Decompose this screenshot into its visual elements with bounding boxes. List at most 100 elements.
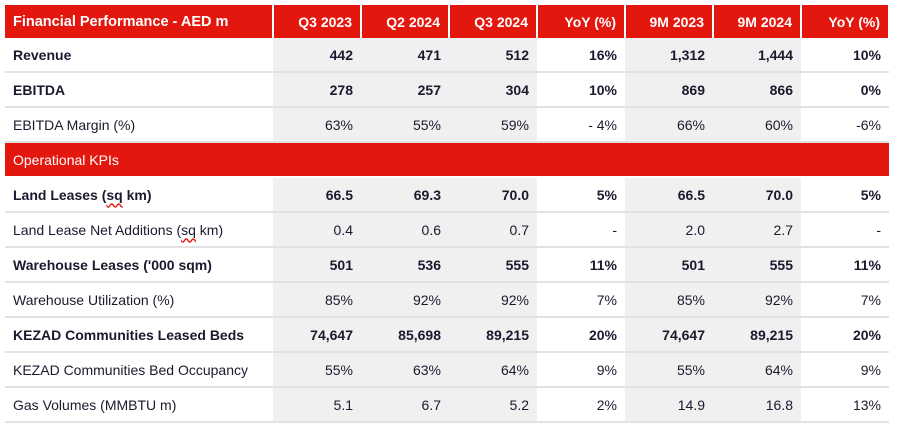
table-row-gas-volumes: Gas Volumes (MMBTU m) 5.1 6.7 5.2 2% 14.… <box>5 387 889 423</box>
table-cell: 89,215 <box>713 317 801 353</box>
table-cell: 55% <box>361 107 449 143</box>
table-row-land-leases: Land Leases (sq km) 66.5 69.3 70.0 5% 66… <box>5 177 889 213</box>
table-cell: 6.7 <box>361 387 449 423</box>
table-row-ebitda-margin: EBITDA Margin (%) 63% 55% 59% - 4% 66% 6… <box>5 107 889 143</box>
table-cell: 304 <box>449 72 537 108</box>
table-cell: 501 <box>625 247 713 283</box>
table-cell: 64% <box>713 352 801 388</box>
table-cell: 69.3 <box>361 177 449 213</box>
table-cell: 5% <box>537 177 625 213</box>
row-label: Land Leases (sq km) <box>5 177 273 213</box>
financial-performance-table-container: Financial Performance - AED m Q3 2023 Q2… <box>5 5 890 423</box>
underlined-unit: sq <box>106 186 123 203</box>
table-cell: 66.5 <box>273 177 361 213</box>
table-row-warehouse-utilization: Warehouse Utilization (%) 85% 92% 92% 7%… <box>5 282 889 318</box>
column-header-9m-2023: 9M 2023 <box>625 5 714 38</box>
column-header-q3-2023: Q3 2023 <box>273 5 362 38</box>
table-cell: 471 <box>361 38 449 73</box>
table-cell: -6% <box>801 107 889 143</box>
row-label: Warehouse Utilization (%) <box>5 282 273 318</box>
table-cell: 55% <box>273 352 361 388</box>
table-cell: 70.0 <box>449 177 537 213</box>
table-cell: 9% <box>801 352 889 388</box>
table-cell: 14.9 <box>625 387 713 423</box>
column-header-q3-2024: Q3 2024 <box>449 5 538 38</box>
table-cell: 2% <box>537 387 625 423</box>
table-cell: 20% <box>537 317 625 353</box>
table-cell: - <box>801 212 889 248</box>
table-cell: 512 <box>449 38 537 73</box>
table-cell: 92% <box>713 282 801 318</box>
table-cell: 555 <box>713 247 801 283</box>
table-title: Financial Performance - AED m <box>5 5 274 38</box>
table-cell: 64% <box>449 352 537 388</box>
table-cell: 11% <box>537 247 625 283</box>
table-cell: 501 <box>273 247 361 283</box>
table-cell: 1,444 <box>713 38 801 73</box>
table-cell: 20% <box>801 317 889 353</box>
table-cell: 66% <box>625 107 713 143</box>
table-cell: 70.0 <box>713 177 801 213</box>
table-cell: 66.5 <box>625 177 713 213</box>
table-cell: 2.7 <box>713 212 801 248</box>
table-cell: 11% <box>801 247 889 283</box>
table-cell: 55% <box>625 352 713 388</box>
table-cell: 5.1 <box>273 387 361 423</box>
table-cell: 0.7 <box>449 212 537 248</box>
row-label: KEZAD Communities Bed Occupancy <box>5 352 273 388</box>
table-cell: 92% <box>449 282 537 318</box>
underlined-unit: sq <box>181 221 196 238</box>
row-label: Gas Volumes (MMBTU m) <box>5 387 273 423</box>
table-cell: 555 <box>449 247 537 283</box>
section-header-operational-kpis: Operational KPIs <box>5 142 889 178</box>
table-cell: 85% <box>625 282 713 318</box>
table-row-warehouse-leases: Warehouse Leases ('000 sqm) 501 536 555 … <box>5 247 889 283</box>
table-cell: - 4% <box>537 107 625 143</box>
column-header-q2-2024: Q2 2024 <box>361 5 450 38</box>
row-label: Warehouse Leases ('000 sqm) <box>5 247 273 283</box>
column-header-yoy-9m: YoY (%) <box>801 5 890 38</box>
row-label: KEZAD Communities Leased Beds <box>5 317 273 353</box>
table-cell: 16% <box>537 38 625 73</box>
financial-performance-table: Financial Performance - AED m Q3 2023 Q2… <box>5 5 890 423</box>
table-cell: 74,647 <box>625 317 713 353</box>
table-cell: 1,312 <box>625 38 713 73</box>
table-row-kezad-leased-beds: KEZAD Communities Leased Beds 74,647 85,… <box>5 317 889 353</box>
column-header-9m-2024: 9M 2024 <box>713 5 802 38</box>
table-row-kezad-bed-occupancy: KEZAD Communities Bed Occupancy 55% 63% … <box>5 352 889 388</box>
table-cell: 5% <box>801 177 889 213</box>
table-cell: 7% <box>537 282 625 318</box>
table-cell: 74,647 <box>273 317 361 353</box>
table-header-row: Financial Performance - AED m Q3 2023 Q2… <box>5 5 890 38</box>
table-row-ebitda: EBITDA 278 257 304 10% 869 866 0% <box>5 72 889 108</box>
table-cell: 0% <box>801 72 889 108</box>
table-cell: 89,215 <box>449 317 537 353</box>
table-cell: 278 <box>273 72 361 108</box>
table-cell: 0.6 <box>361 212 449 248</box>
table-cell: 0.4 <box>273 212 361 248</box>
table-row-land-lease-net-additions: Land Lease Net Additions (sq km) 0.4 0.6… <box>5 212 889 248</box>
table-cell: 63% <box>361 352 449 388</box>
row-label: EBITDA <box>5 72 273 108</box>
table-cell: 442 <box>273 38 361 73</box>
table-cell: 7% <box>801 282 889 318</box>
table-cell: 63% <box>273 107 361 143</box>
table-cell: 10% <box>801 38 889 73</box>
table-cell: 9% <box>537 352 625 388</box>
table-cell: 536 <box>361 247 449 283</box>
table-row-revenue: Revenue 442 471 512 16% 1,312 1,444 10% <box>5 38 889 73</box>
table-cell: 92% <box>361 282 449 318</box>
section-title: Operational KPIs <box>5 142 889 178</box>
column-header-yoy-quarter: YoY (%) <box>537 5 626 38</box>
row-label: EBITDA Margin (%) <box>5 107 273 143</box>
table-cell: 16.8 <box>713 387 801 423</box>
table-cell: - <box>537 212 625 248</box>
table-cell: 5.2 <box>449 387 537 423</box>
table-cell: 59% <box>449 107 537 143</box>
table-cell: 85% <box>273 282 361 318</box>
table-cell: 2.0 <box>625 212 713 248</box>
table-cell: 13% <box>801 387 889 423</box>
row-label: Land Lease Net Additions (sq km) <box>5 212 273 248</box>
table-cell: 85,698 <box>361 317 449 353</box>
table-cell: 869 <box>625 72 713 108</box>
